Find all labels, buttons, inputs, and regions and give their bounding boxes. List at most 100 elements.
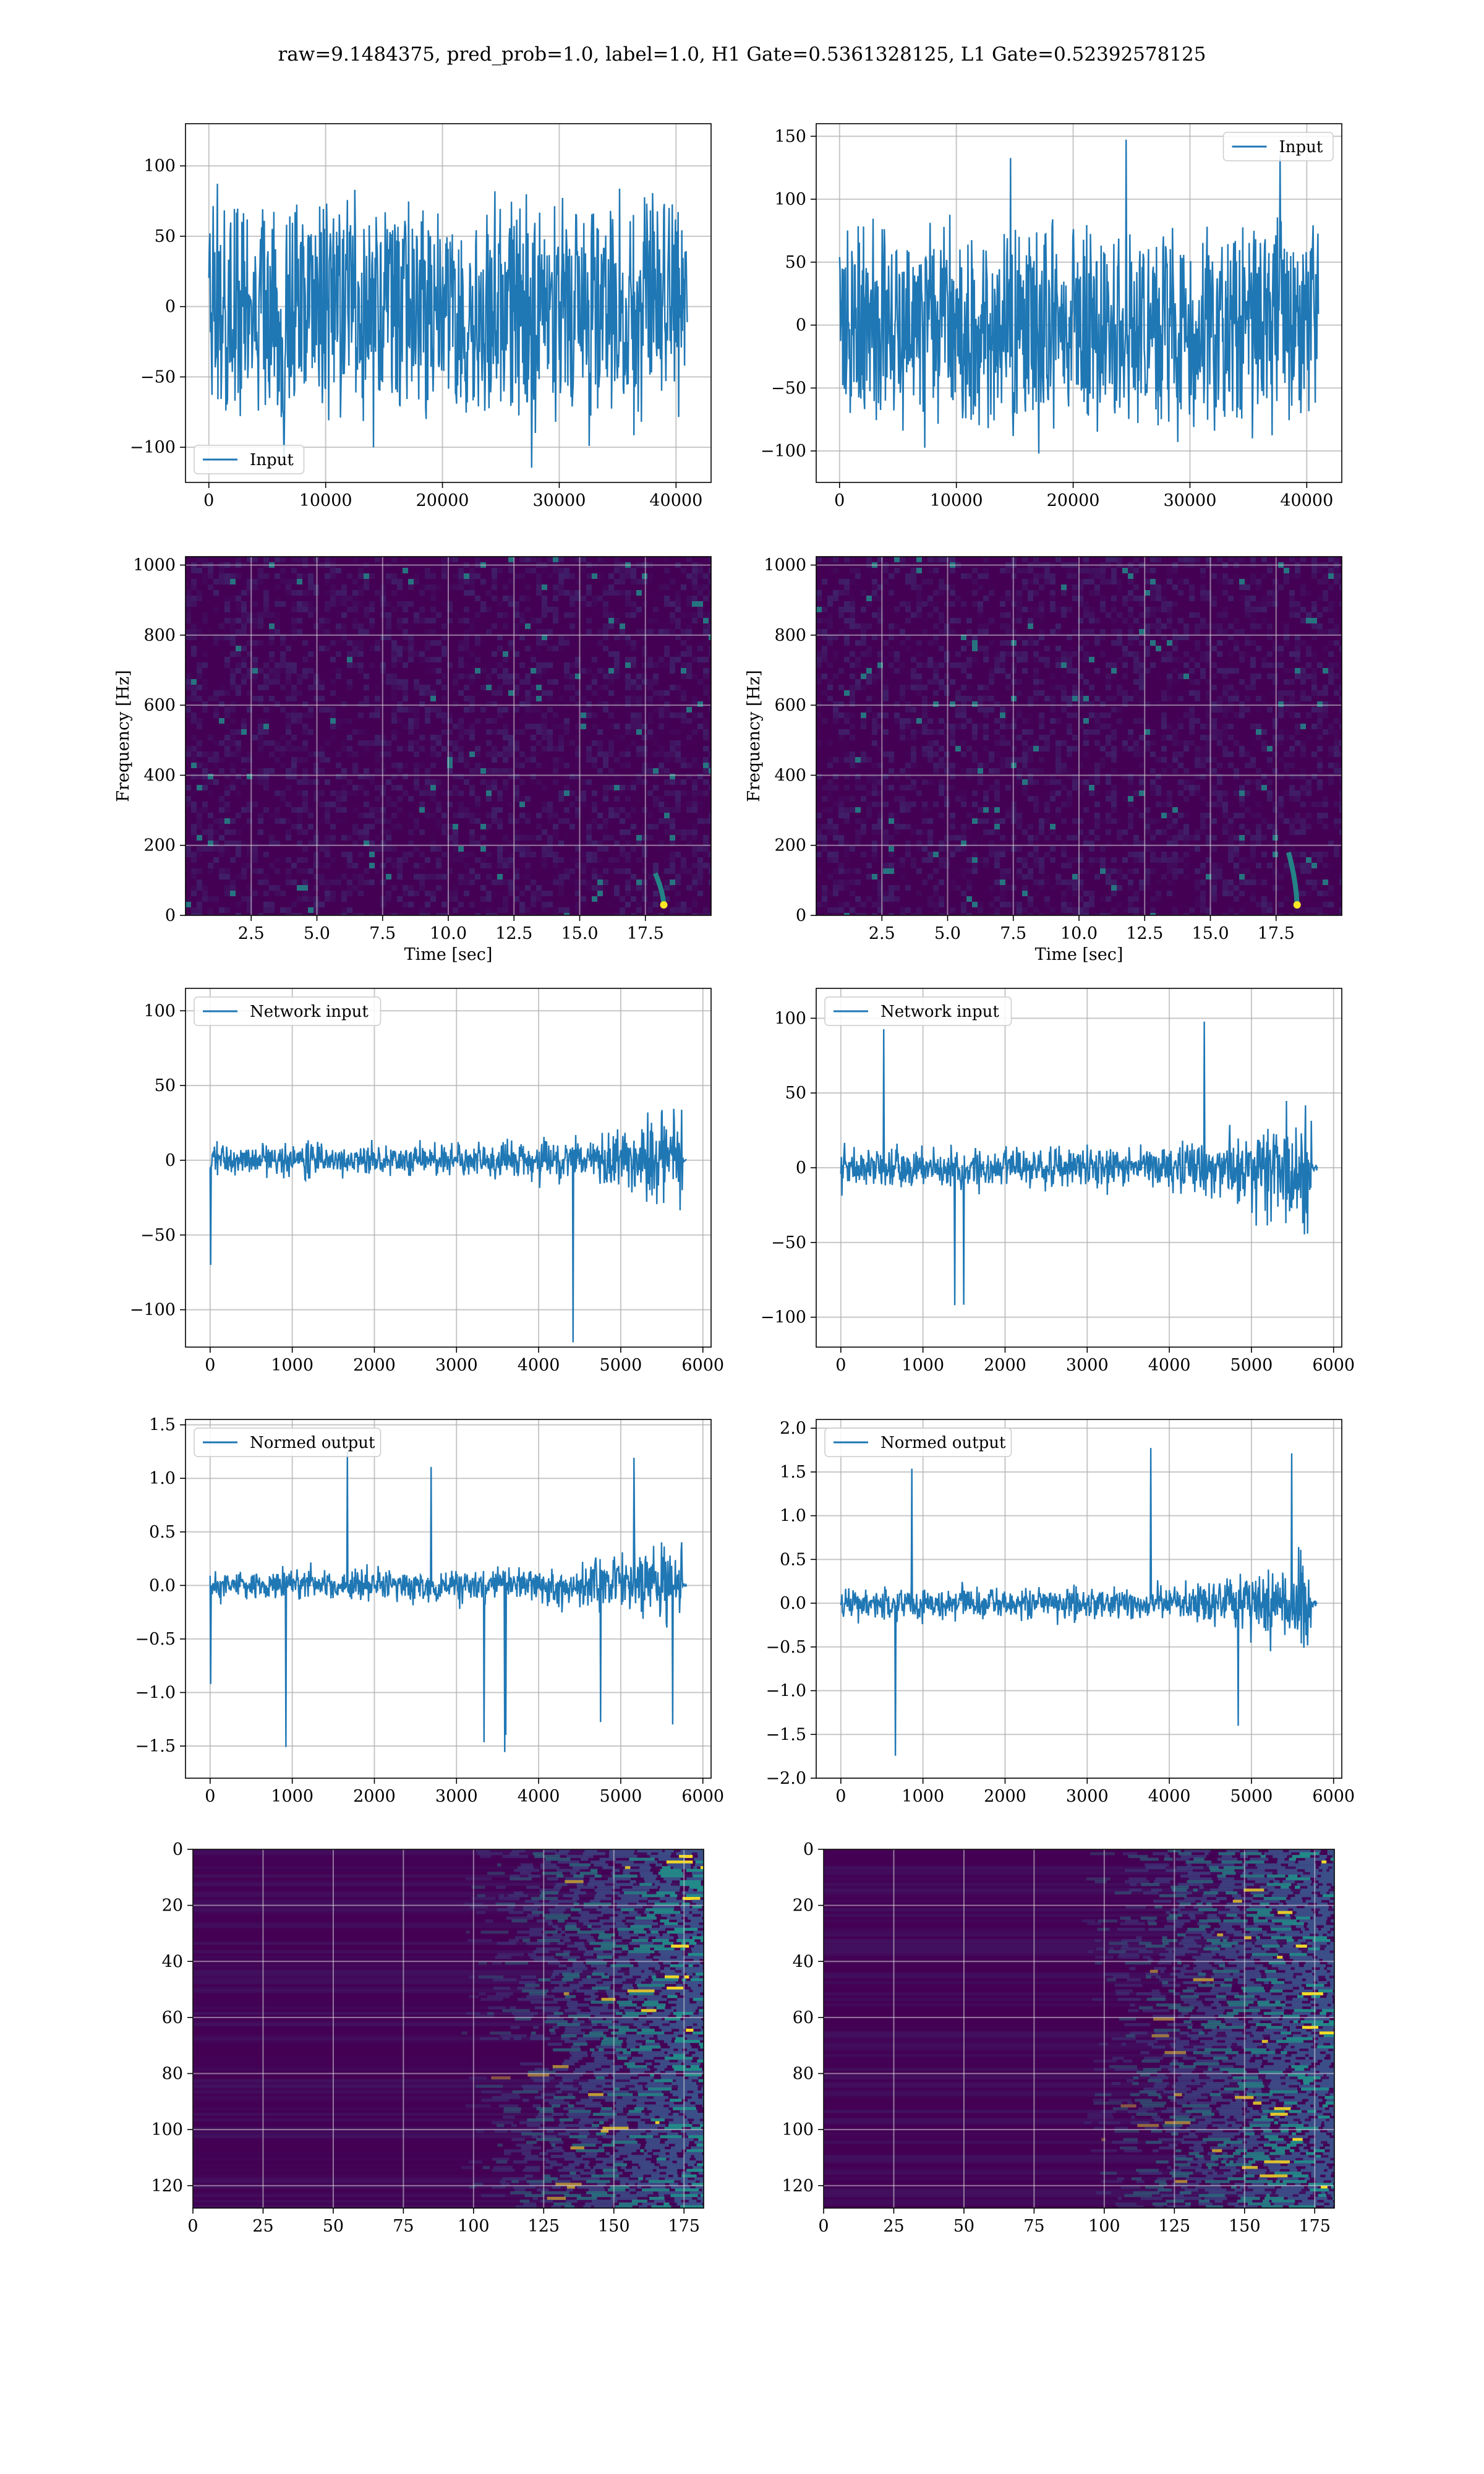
heatmap-cell [547,557,553,562]
heatmap-cell [1261,618,1267,623]
heatmap-cell [258,768,263,774]
heatmap-cell [397,763,403,768]
heatmap-cell [1323,607,1328,612]
heatmap-cell [575,662,581,668]
heatmap-cell [341,623,347,629]
heatmap-cell [1228,696,1234,701]
heatmap-cell [1122,729,1128,735]
heatmap-cell [872,584,877,590]
heatmap-cell [1117,690,1122,696]
heatmap-cell [286,774,291,779]
heatmap-cell [564,635,569,640]
heatmap-cell [1228,651,1234,657]
heatmap-cell [208,907,213,913]
heatmap-cell [575,557,581,562]
heatmap-cell [939,584,944,590]
heatmap-cell [197,868,202,874]
heatmap-cell [1183,813,1189,818]
heatmap-cell [1033,746,1039,751]
heatmap-cell [866,623,872,629]
heatmap-cell [464,880,469,885]
heatmap-cell [927,573,933,579]
heatmap-cell [1289,746,1295,751]
heatmap-cell [1172,640,1178,646]
heatmap-cell [453,818,458,824]
heatmap-cell [486,874,492,880]
heatmap-cell [1284,690,1289,696]
heatmap-cell [1133,679,1139,685]
heatmap-cell [636,885,642,891]
heatmap-cell [686,796,692,802]
heatmap-cell [403,707,408,713]
heatmap-cell [631,913,636,915]
heatmap-cell [497,646,503,651]
heatmap-cell [833,707,838,713]
heatmap-cell [1072,568,1078,573]
heatmap-cell [430,685,436,690]
heatmap-cell [386,829,391,835]
heatmap-cell [697,612,703,618]
heatmap-cell [1217,729,1222,735]
heatmap-cell [686,596,692,601]
heatmap-cell [430,835,436,841]
heatmap-cell [224,568,230,573]
heatmap-cell [1100,629,1106,635]
heatmap-cell [972,813,978,818]
heatmap-cell [1145,612,1150,618]
heatmap-cell [419,701,425,707]
heatmap-cell [642,880,647,885]
heatmap-cell [497,880,503,885]
heatmap-cell [1039,713,1044,718]
heatmap-cell [659,768,664,774]
heatmap-cell [1094,729,1100,735]
heatmap-cell [558,763,564,768]
heatmap-cell [403,746,408,751]
heatmap-cell [425,735,430,740]
heatmap-cell [1033,685,1039,690]
heatmap-cell [213,829,219,835]
heatmap-cell [480,857,486,863]
heatmap-cell [219,852,224,857]
heatmap-cell [1033,640,1039,646]
heatmap-cell [403,568,408,573]
heatmap-cell [514,885,519,891]
heatmap-cell [1139,601,1145,607]
heatmap-cell [458,735,464,740]
heatmap-cell [933,768,939,774]
heatmap-cell [564,729,569,735]
heatmap-cell [889,623,894,629]
heatmap-cell [961,601,966,607]
heatmap-cell [191,718,197,724]
heatmap-cell [1295,696,1300,701]
heatmap-cell [608,779,614,785]
heatmap-cell [391,718,397,724]
heatmap-cell [1039,724,1044,729]
heatmap-cell [692,596,697,601]
heatmap-cell [642,601,647,607]
heatmap-cell [1072,818,1078,824]
heatmap-cell [408,646,414,651]
heatmap-cell [191,629,197,635]
heatmap-cell [653,751,659,757]
heatmap-cell [625,746,631,751]
heatmap-cell [894,607,900,612]
x-tick-label: 20000 [1047,491,1100,510]
heatmap-cell [263,774,269,779]
heatmap-cell [1161,713,1167,718]
heatmap-cell [269,751,275,757]
heatmap-cell [1234,557,1239,562]
heatmap-cell [1161,802,1167,807]
heatmap-cell [492,768,497,774]
heatmap-cell [905,618,911,623]
heatmap-cell [1200,763,1206,768]
heatmap-cell [647,685,653,690]
heatmap-cell [625,785,631,790]
heatmap-cell [325,573,330,579]
heatmap-cell [1217,651,1222,657]
heatmap-cell [519,763,525,768]
heatmap-cell [883,729,889,735]
heatmap-cell [636,701,642,707]
heatmap-cell [855,662,861,668]
heatmap-cell [330,896,336,902]
heatmap-cell [592,740,597,746]
